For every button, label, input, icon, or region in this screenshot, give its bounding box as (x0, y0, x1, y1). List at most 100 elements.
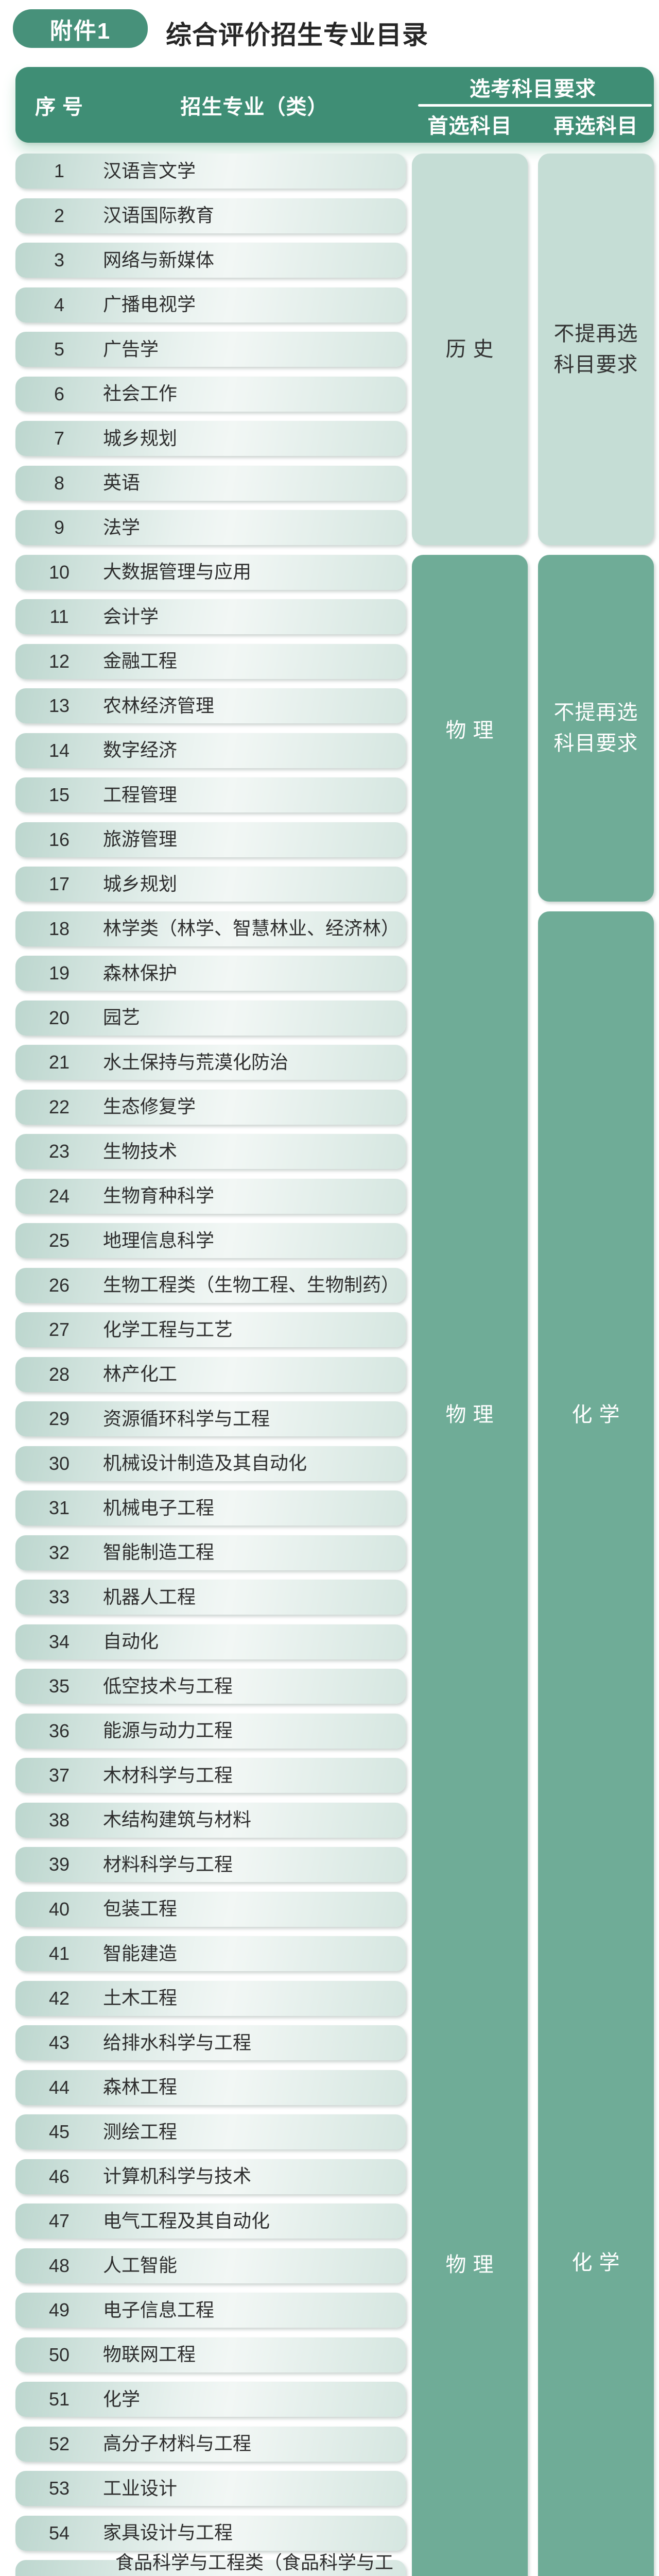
row-major-name: 社会工作 (103, 383, 178, 404)
row-number: 4 (54, 294, 65, 315)
header-second-subject: 再选科目 (553, 115, 638, 138)
row-number: 20 (48, 1007, 70, 1028)
row-number: 32 (48, 1541, 70, 1563)
table-row: 53 工业设计 (15, 2471, 406, 2506)
row-number: 10 (48, 561, 70, 583)
row-major-name: 材料科学与工程 (103, 1853, 233, 1875)
row-number: 3 (54, 249, 65, 270)
table-row: 7 城乡规划 (15, 421, 406, 456)
row-number: 53 (48, 2478, 70, 2499)
row-number: 29 (48, 1408, 70, 1429)
page-title: 综合评价招生专业目录 (166, 21, 428, 49)
row-number: 33 (48, 1586, 70, 1607)
table-row: 21 水土保持与荒漠化防治 (15, 1045, 406, 1080)
row-number: 34 (48, 1631, 70, 1652)
table-row: 33 机器人工程 (15, 1580, 406, 1615)
table-row: 49 电子信息工程 (15, 2293, 406, 2328)
subject-label-no-requirement: 不提再选 科目要求 (553, 323, 638, 376)
row-number: 28 (48, 1363, 70, 1385)
row-number: 54 (48, 2522, 70, 2544)
row-number: 12 (48, 650, 70, 672)
row-major-name: 城乡规划 (103, 873, 178, 894)
table-row: 51 化学 (15, 2382, 406, 2417)
table-row: 13 农林经济管理 (15, 688, 406, 723)
row-major-name: 物联网工程 (103, 2344, 196, 2365)
table-row: 35 低空技术与工程 (15, 1669, 406, 1704)
table-row: 41 智能建造 (15, 1936, 406, 1971)
table-row: 37 木材科学与工程 (15, 1758, 406, 1793)
table-row: 47 电气工程及其自动化 (15, 2204, 406, 2239)
table-row: 44 森林工程 (15, 2070, 406, 2105)
row-number: 49 (48, 2299, 70, 2320)
row-major-name: 电气工程及其自动化 (103, 2210, 270, 2231)
row-number: 6 (54, 383, 65, 404)
row-number: 31 (48, 1497, 70, 1518)
row-number: 1 (54, 160, 65, 181)
table-row: 2 汉语国际教育 (15, 198, 406, 233)
table-row: 20 园艺 (15, 1000, 406, 1036)
row-major-name: 林产化工 (103, 1363, 178, 1385)
row-major-name: 水土保持与荒漠化防治 (103, 1051, 289, 1073)
table-row: 50 物联网工程 (15, 2337, 406, 2372)
row-major-name: 金融工程 (103, 650, 178, 672)
row-major-name: 资源循环科学与工程 (103, 1408, 270, 1429)
table-row: 45 测绘工程 (15, 2114, 406, 2149)
row-major-name: 土木工程 (103, 1987, 178, 2009)
table-row: 10 大数据管理与应用 (15, 554, 406, 590)
row-number: 47 (48, 2210, 70, 2231)
row-major-name: 大数据管理与应用 (103, 561, 252, 583)
row-number: 46 (48, 2165, 70, 2187)
table-row: 6 社会工作 (15, 376, 406, 412)
row-number: 30 (48, 1452, 70, 1474)
header-col-no: 序 号 (34, 95, 84, 118)
row-number: 11 (49, 606, 69, 627)
table-row: 16 旅游管理 (15, 822, 406, 857)
table-row: 28 林产化工 (15, 1357, 406, 1392)
header-subject-requirement: 选考科目要求 (470, 78, 596, 100)
table-row: 18 林学类（林学、智慧林业、经济林） (15, 911, 406, 946)
table-row: 29 资源循环科学与工程 (15, 1401, 406, 1436)
row-number: 38 (48, 1809, 70, 1831)
row-major-name: 数字经济 (103, 739, 178, 761)
table-row: 17 城乡规划 (15, 867, 406, 902)
row-number: 15 (48, 784, 70, 805)
table-row: 15 工程管理 (15, 777, 406, 812)
header-first-subject: 首选科目 (427, 115, 512, 138)
row-number: 52 (48, 2433, 70, 2454)
table-row: 42 土木工程 (15, 1980, 406, 2016)
row-major-name: 机械设计制造及其自动化 (103, 1452, 307, 1474)
row-major-name: 广播电视学 (103, 294, 196, 315)
row-major-name: 低空技术与工程 (103, 1675, 233, 1697)
row-major-name: 汉语言文学 (103, 160, 196, 181)
table-row: 40 包装工程 (15, 1891, 406, 1927)
row-major-name: 广告学 (103, 338, 159, 360)
subject-label-no-requirement: 不提再选 科目要求 (553, 701, 638, 755)
second-subject-cell-no-requirement: 不提再选 科目要求 (538, 554, 654, 902)
table-row: 46 计算机科学与技术 (15, 2159, 406, 2194)
subject-label-physics: 物 理 (445, 1403, 494, 1426)
table-row: 1 汉语言文学 (15, 154, 406, 189)
subject-label-physics: 物 理 (445, 2253, 494, 2277)
table-row: 39 材料科学与工程 (15, 1847, 406, 1882)
row-number: 8 (54, 472, 65, 494)
second-subject-cell-no-requirement: 不提再选 科目要求 (538, 154, 654, 545)
row-major-name: 测绘工程 (103, 2121, 178, 2142)
row-number: 17 (48, 873, 70, 894)
table-row: 36 能源与动力工程 (15, 1713, 406, 1749)
row-number: 7 (54, 428, 65, 449)
row-major-name: 城乡规划 (103, 427, 178, 449)
row-number: 9 (54, 517, 65, 538)
row-number: 23 (48, 1141, 70, 1162)
first-subject-cell-history: 历 史 (412, 154, 528, 545)
table-row: 31 机械电子工程 (15, 1490, 406, 1526)
row-major-name: 生物技术 (103, 1140, 178, 1162)
row-major-name: 机器人工程 (103, 1586, 196, 1607)
row-number: 44 (48, 2076, 70, 2098)
attachment-badge-label: 附件1 (49, 18, 111, 44)
second-subject-cell-chemistry: 化 学 化 学 (538, 911, 654, 2576)
row-major-name: 计算机科学与技术 (103, 2165, 252, 2187)
row-number: 25 (48, 1230, 70, 1251)
row-major-name: 旅游管理 (103, 828, 178, 850)
row-number: 13 (48, 695, 70, 716)
